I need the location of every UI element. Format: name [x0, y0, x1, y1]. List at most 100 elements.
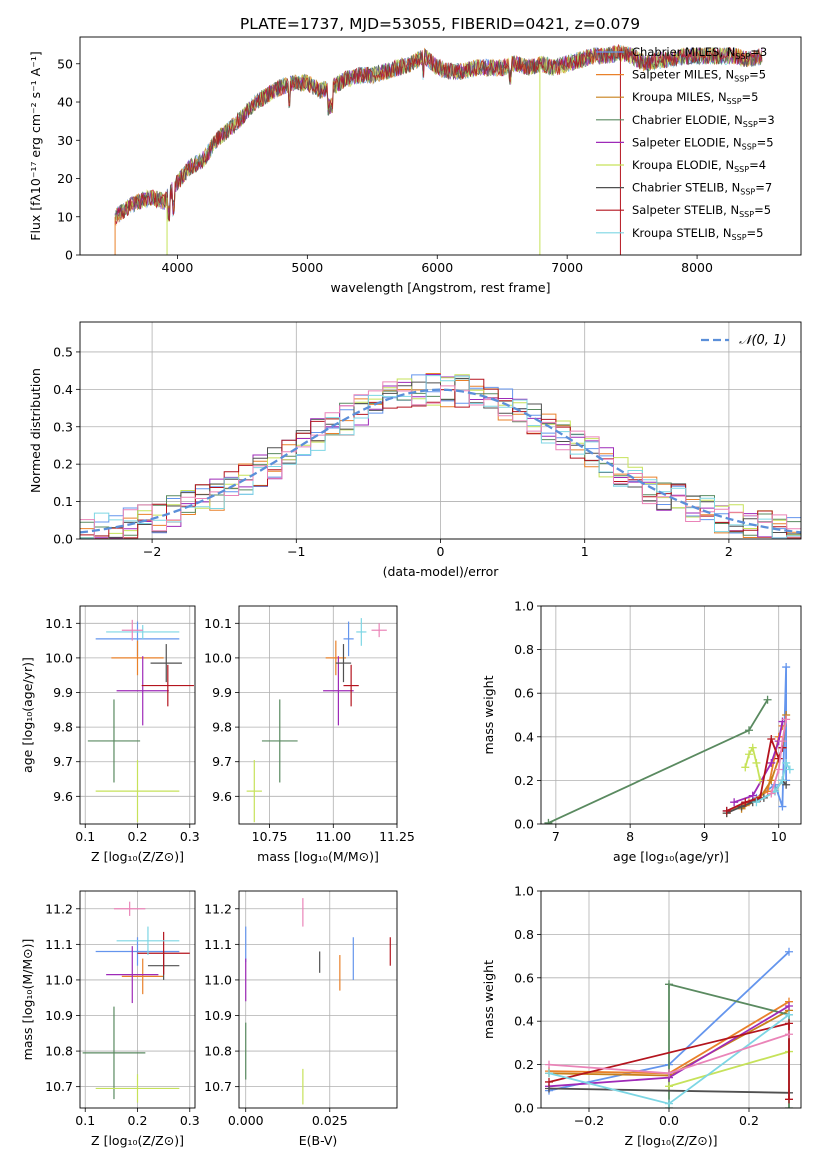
weight-marker [763, 695, 772, 704]
y-tick-label: 0.0 [514, 817, 534, 832]
weight-marker [785, 947, 793, 956]
y-axis-label: mass weight [481, 960, 496, 1039]
weight-marker [745, 750, 753, 759]
mass-vs-EBV-points [245, 898, 391, 1105]
normal-curve [80, 388, 801, 534]
legend-suffix: =4 [749, 158, 766, 172]
y-tick-label: 0.8 [514, 927, 534, 942]
weight-marker [785, 1030, 793, 1039]
x-tick-label: 9 [700, 829, 708, 844]
weight-marker [785, 1010, 793, 1019]
errorbar-point [116, 656, 169, 726]
x-tick-label: 0.0 [659, 1113, 679, 1128]
legend-suffix: =5 [757, 135, 774, 149]
weight-vs-age-lines [544, 663, 794, 824]
y-tick-label: 11.0 [204, 972, 232, 987]
y-tick-label: 9.6 [212, 789, 232, 804]
weight-marker [785, 765, 794, 774]
y-tick-label: 0.5 [53, 344, 73, 359]
y-axis-label: mass weight [481, 675, 496, 754]
errorbar-point [323, 656, 354, 726]
legend-subscript: SSP [735, 52, 750, 61]
x-tick-label: 0.025 [312, 1113, 348, 1128]
legend-subscript: SSP [727, 97, 742, 106]
legend-subscript: SSP [740, 188, 755, 197]
y-tick-label: 10 [57, 209, 73, 224]
legend-entry: Salpeter MILES, NSSP=5 [632, 68, 766, 84]
y-tick-label: 10.8 [204, 1044, 232, 1059]
age-vs-mass-panel: 10.75 11.00 11.25 9.6 9.7 9.8 9.9 10.0 10.1 mass … [204, 605, 415, 864]
errorbar-point [106, 946, 159, 1004]
y-tick-label: 9.8 [53, 720, 73, 735]
y-tick-label: 10.1 [45, 616, 73, 631]
age-vs-Z-points [87, 619, 194, 823]
x-axis-label: mass [log₁₀(M/M⊙)] [257, 849, 379, 864]
y-tick-label: 11.0 [45, 972, 73, 987]
y-tick-label: 0.1 [53, 494, 73, 509]
x-tick-label: 0.000 [228, 1113, 264, 1128]
legend-suffix: =5 [742, 90, 759, 104]
y-tick-label: 11.2 [45, 901, 73, 916]
y-axis-label: age [log₁₀(age/yr)] [20, 657, 35, 773]
weight-marker [748, 743, 757, 752]
weight-marker [665, 980, 673, 989]
x-tick-label: 10.75 [252, 829, 288, 844]
y-tick-label: 0.8 [514, 642, 534, 657]
legend-subscript: SSP [734, 165, 749, 174]
y-tick-label: 0.2 [53, 457, 73, 472]
errorbar-point [343, 664, 359, 707]
axes-frame [79, 890, 196, 1109]
y-tick-label: 0.4 [514, 729, 534, 744]
weight-marker [785, 1095, 793, 1104]
weight-vs-Z-panel: −0.2 0.0 0.2 0.0 0.2 0.4 0.6 0.8 1.0 Z [log₁₀(Z/Z… [481, 884, 802, 1148]
y-tick-label: 40 [57, 95, 73, 110]
legend-entry: Chabrier STELIB, NSSP=7 [632, 181, 772, 197]
y-tick-label: 0.2 [514, 773, 534, 788]
x-tick-label: 0.2 [739, 1113, 759, 1128]
plots-layer: 4000 5000 6000 7000 800001020304050wavelengt… [20, 36, 802, 1148]
legend-subscript: SSP [732, 233, 747, 242]
x-axis-label: age [log₁₀(age/yr)] [613, 849, 729, 864]
weight-marker [665, 1082, 673, 1091]
x-tick-label: 2 [725, 544, 733, 559]
errorbar-point [95, 1074, 180, 1103]
axes-frame [238, 605, 398, 825]
x-tick-label: 11.25 [379, 829, 415, 844]
x-tick-label: 0 [437, 544, 445, 559]
weight-marker [544, 818, 553, 824]
errorbar-point [371, 623, 387, 638]
legend-entry: 𝒩(0, 1) [739, 333, 786, 348]
y-tick-label: 10.1 [204, 616, 232, 631]
legend-subscript: SSP [739, 210, 754, 219]
legend-entry: Kroupa STELIB, NSSP=5 [632, 226, 763, 242]
errorbar-point [150, 644, 182, 683]
y-tick-label: 0.3 [53, 419, 73, 434]
errorbar-point [246, 759, 262, 823]
errorbar-point [356, 618, 367, 646]
x-axis-label: wavelength [Angstrom, rest frame] [330, 280, 550, 295]
y-tick-label: 1.0 [514, 884, 534, 899]
errorbar-point [121, 619, 143, 641]
errorbar-point [95, 759, 180, 823]
spectrum-series-7 [114, 44, 763, 224]
errorbar-point [87, 699, 141, 783]
weight-marker [665, 1069, 673, 1078]
legend-entry: Salpeter STELIB, NSSP=5 [632, 203, 771, 219]
spectrum-lines [114, 44, 763, 255]
weight-marker [745, 726, 753, 735]
y-tick-label: 0.4 [514, 1014, 534, 1029]
errorbar-point [325, 640, 347, 676]
axes-frame [238, 890, 398, 1109]
x-tick-label: 0.3 [180, 829, 200, 844]
x-tick-label: 8 [626, 829, 634, 844]
legend-entry: Salpeter ELODIE, NSSP=5 [632, 135, 774, 151]
figure-title: PLATE=1737, MJD=53055, FIBERID=0421, z=0… [240, 15, 640, 33]
weight-marker [741, 798, 750, 807]
y-tick-label: 0.6 [514, 686, 534, 701]
weight-marker [782, 758, 791, 767]
axes-frame [79, 605, 196, 825]
legend-subscript: SSP [742, 142, 757, 151]
y-tick-label: 10.0 [204, 650, 232, 665]
y-tick-label: 50 [57, 56, 73, 71]
